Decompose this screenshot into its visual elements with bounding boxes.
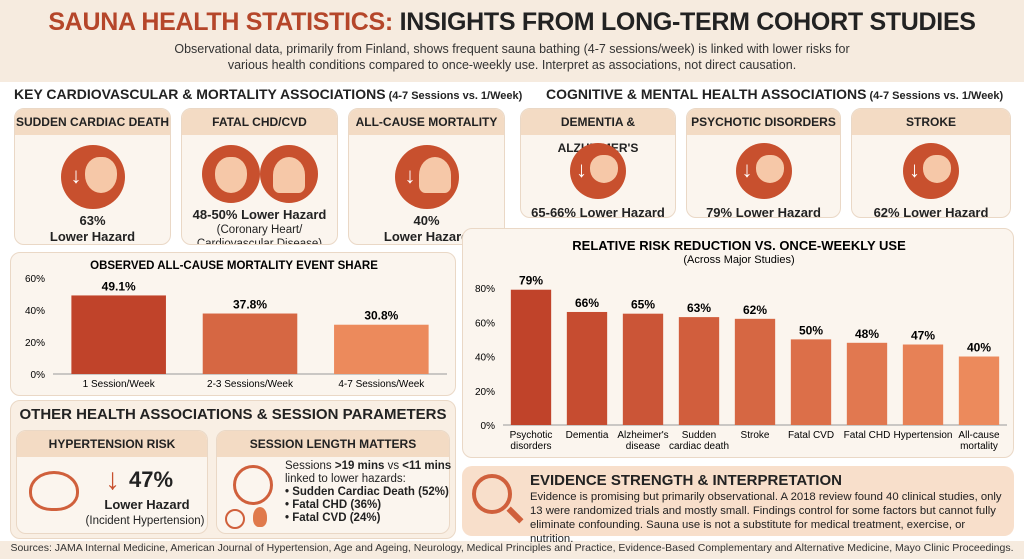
brain-down-icon: ↓ [570, 143, 626, 199]
bar [846, 342, 888, 425]
x-tick-label: mortality [960, 441, 998, 452]
subtitle-line-2: various health conditions compared to on… [227, 58, 797, 72]
risk-reduction-chart: RELATIVE RISK REDUCTION VS. ONCE-WEEKLY … [475, 238, 1007, 452]
cardio-heading: KEY CARDIOVASCULAR & MORTALITY ASSOCIATI… [14, 86, 523, 102]
data-label: 79% [519, 274, 543, 288]
card-stroke: STROKE ↓ 62% Lower Hazard [851, 108, 1011, 218]
data-label: 66% [575, 296, 599, 310]
bar [566, 311, 608, 425]
y-tick-label: 20% [25, 338, 45, 349]
y-tick-label: 40% [25, 306, 45, 317]
x-tick-label: Fatal CHD [844, 430, 891, 441]
bar [510, 289, 552, 425]
bar [202, 313, 298, 374]
flame-icon [253, 507, 267, 527]
y-tick-label: 0% [481, 421, 496, 432]
mortality-event-share-chart: OBSERVED ALL-CAUSE MORTALITY EVENT SHARE… [25, 260, 447, 390]
y-tick-label: 40% [475, 353, 495, 364]
data-label: 63% [687, 301, 711, 315]
bar [334, 324, 429, 374]
card-dementia: DEMENTIA & ALZHEIMER'S ↓ 65-66% Lower Ha… [520, 108, 676, 218]
card-hypertension: HYPERTENSION RISK ↓ 47% Lower Hazard (In… [16, 430, 208, 534]
data-label: 30.8% [364, 309, 398, 323]
session-bullet: • Fatal CVD (24%) [285, 512, 381, 524]
x-tick-label: disease [626, 441, 661, 452]
evidence-body: Evidence is promising but primarily obse… [530, 491, 1002, 545]
session-length-text: Sessions >19 mins vs <11 mins linked to … [285, 460, 452, 524]
data-label: 65% [631, 298, 655, 312]
bar [622, 313, 664, 425]
x-tick-label: Dementia [566, 430, 609, 441]
brain-down-icon: ↓ [903, 143, 959, 199]
data-label: 50% [799, 323, 823, 337]
bar [790, 339, 832, 425]
risk-reduction-chart-panel: RELATIVE RISK REDUCTION VS. ONCE-WEEKLY … [462, 228, 1014, 458]
card-sudden-cardiac-death: SUDDEN CARDIAC DEATH ↓ 63% Lower Hazard [14, 108, 171, 245]
x-tick-label: All-cause [958, 430, 1000, 441]
x-tick-label: Alzheimer's [617, 430, 668, 441]
bar [958, 356, 1000, 425]
x-tick-label: Psychotic [510, 430, 553, 441]
chart-title: RELATIVE RISK REDUCTION VS. ONCE-WEEKLY … [572, 238, 906, 253]
arrow-down-icon: ↓ [105, 463, 120, 496]
x-tick-label: Hypertension [894, 430, 953, 441]
data-label: 62% [743, 303, 767, 317]
heart-down-icon: ↓ [60, 145, 125, 209]
y-tick-label: 0% [31, 370, 46, 381]
cognitive-heading: COGNITIVE & MENTAL HEALTH ASSOCIATIONS (… [546, 86, 1004, 102]
mortality-chart-panel: OBSERVED ALL-CAUSE MORTALITY EVENT SHARE… [10, 252, 456, 396]
person-down-icon: ↓ [394, 145, 459, 209]
x-tick-label: 4-7 Sessions/Week [338, 379, 425, 390]
bar [678, 317, 720, 425]
magnifier-icon [472, 474, 512, 514]
heart-plus-doctor-icon [182, 135, 337, 207]
x-tick-label: Fatal CVD [788, 430, 834, 441]
x-tick-label: Sudden [682, 430, 716, 441]
card-session-length: SESSION LENGTH MATTERS Sessions >19 mins… [216, 430, 452, 534]
x-tick-label: cardiac death [669, 441, 729, 452]
bar [902, 344, 944, 425]
data-label: 48% [855, 327, 879, 341]
data-label: 40% [967, 341, 991, 355]
other-heading: OTHER HEALTH ASSOCIATIONS & SESSION PARA… [19, 406, 447, 423]
head-down-icon: ↓ [735, 143, 792, 199]
bar [734, 318, 776, 425]
clock-icon [233, 465, 273, 505]
heart-stethoscope-icon [29, 471, 79, 511]
evidence-title: EVIDENCE STRENGTH & INTERPRETATION [530, 472, 842, 489]
evidence-box: EVIDENCE STRENGTH & INTERPRETATION Evide… [462, 466, 1014, 545]
y-tick-label: 60% [475, 318, 495, 329]
card-psychotic-disorders: PSYCHOTIC DISORDERS ↓ 79% Lower Hazard [686, 108, 841, 218]
x-tick-label: 2-3 Sessions/Week [207, 379, 294, 390]
session-bullet: • Sudden Cardiac Death (52%) [285, 486, 449, 498]
session-bullet: • Fatal CHD (36%) [285, 499, 382, 511]
y-tick-label: 80% [475, 284, 495, 295]
sources: Sources: JAMA Internal Medicine, America… [10, 542, 1014, 554]
small-clock-icon [225, 509, 245, 529]
card-all-cause-mortality: ALL-CAUSE MORTALITY ↓ 40% Lower Hazard [348, 108, 505, 245]
data-label: 37.8% [233, 298, 267, 312]
bar [71, 295, 166, 374]
data-label: 47% [911, 329, 935, 343]
y-tick-label: 20% [475, 387, 495, 398]
card-fatal-chd-cvd: FATAL CHD/CVD 48-50% Lower Hazard (Corona… [181, 108, 338, 245]
x-tick-label: 1 Session/Week [83, 379, 156, 390]
page-title: SAUNA HEALTH STATISTICS: INSIGHTS FROM L… [48, 8, 976, 36]
chart-title: OBSERVED ALL-CAUSE MORTALITY EVENT SHARE [90, 260, 378, 272]
data-label: 49.1% [102, 279, 136, 293]
x-tick-label: disorders [510, 441, 551, 452]
x-tick-label: Stroke [741, 430, 770, 441]
subtitle-line-1: Observational data, primarily from Finla… [174, 42, 850, 56]
y-tick-label: 60% [25, 274, 45, 285]
chart-subtitle: (Across Major Studies) [683, 254, 794, 266]
